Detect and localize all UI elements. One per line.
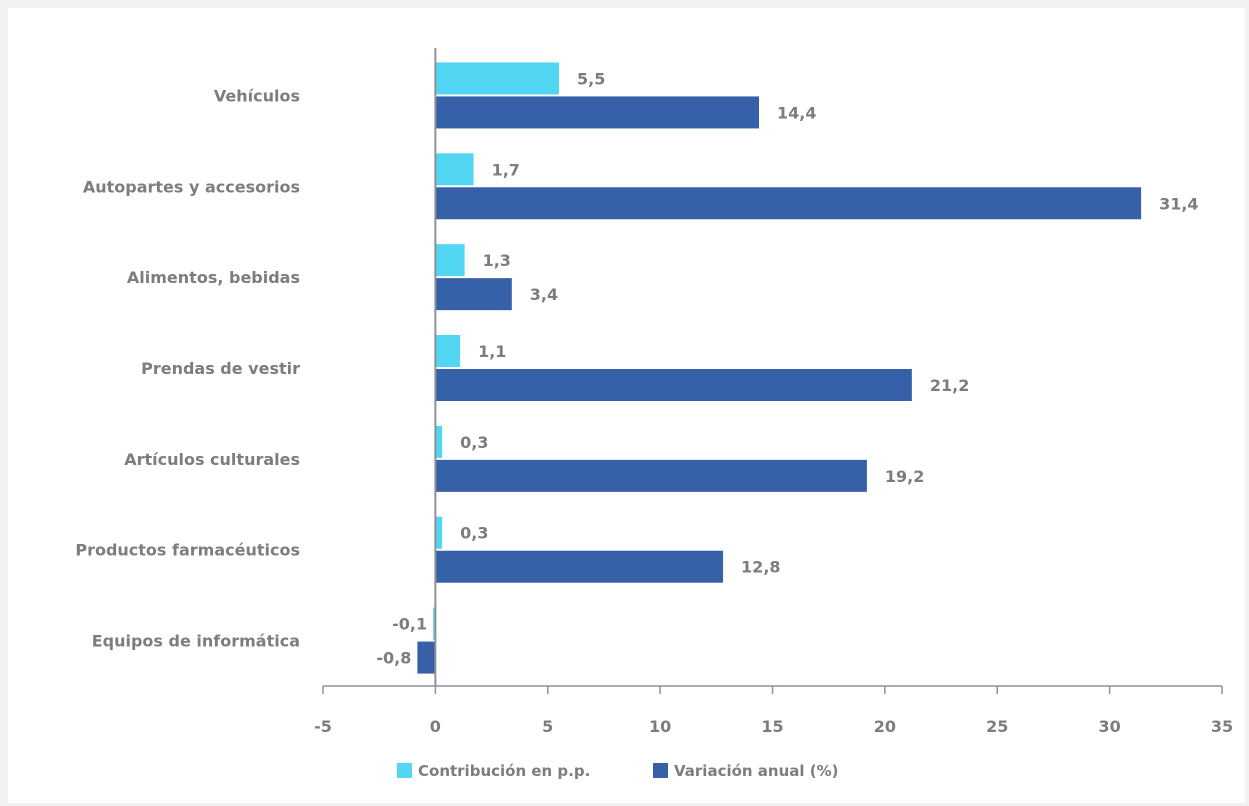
category-label: Artículos culturales (124, 450, 300, 469)
x-tick-label: 5 (542, 717, 553, 736)
category-label: Alimentos, bebidas (127, 268, 300, 287)
contribution-data-label: 1,1 (478, 342, 506, 361)
variation-bar (417, 641, 436, 674)
contribution-bar (435, 153, 474, 186)
legend-swatch-contribution (397, 763, 412, 778)
x-tick-label: -5 (314, 717, 332, 736)
variation-bar (435, 96, 760, 129)
variation-data-label: 14,4 (777, 103, 816, 122)
variation-data-label: 21,2 (930, 376, 969, 395)
contribution-data-label: 1,3 (483, 251, 511, 270)
contribution-bar (435, 425, 443, 458)
x-tick-label: 25 (986, 717, 1008, 736)
contribution-data-label: 5,5 (577, 69, 605, 88)
x-tick-label: 10 (649, 717, 671, 736)
variation-bar (435, 369, 912, 401)
category-label: Vehículos (214, 86, 300, 105)
contribution-data-label: 1,7 (492, 160, 520, 179)
contribution-bar (435, 244, 465, 277)
x-tick-label: 0 (430, 717, 441, 736)
variation-bar (435, 550, 724, 583)
category-label: Productos farmacéuticos (75, 541, 300, 560)
chart-frame: Vehículos 5,5 14,4 Autopartes y accesorios 1… (8, 8, 1245, 803)
x-tick-label: 30 (1098, 717, 1120, 736)
variation-data-label: -0,8 (376, 649, 411, 668)
variation-data-label: 12,8 (741, 558, 780, 577)
variation-bar (435, 278, 512, 311)
variation-data-label: 31,4 (1159, 194, 1198, 213)
category-label: Equipos de informática (92, 632, 300, 651)
variation-bar (435, 459, 867, 492)
legend-label-variation: Variación anual (%) (674, 762, 839, 780)
contribution-data-label: 0,3 (460, 433, 488, 452)
x-tick-label: 20 (874, 717, 896, 736)
variation-bar (435, 187, 1142, 220)
category-label: Autopartes y accesorios (83, 177, 300, 196)
contribution-bar (435, 335, 461, 367)
legend-swatch-variation (653, 763, 668, 778)
contribution-bar (435, 516, 443, 549)
contribution-bar (433, 607, 436, 640)
x-tick-label: 35 (1211, 717, 1233, 736)
legend-label-contribution: Contribución en p.p. (418, 762, 590, 780)
variation-data-label: 3,4 (530, 285, 558, 304)
variation-data-label: 19,2 (885, 467, 924, 486)
contribution-data-label: -0,1 (392, 615, 427, 634)
x-tick-label: 15 (761, 717, 783, 736)
category-label: Prendas de vestir (141, 359, 300, 378)
contribution-bar (435, 62, 559, 95)
contribution-data-label: 0,3 (460, 524, 488, 543)
